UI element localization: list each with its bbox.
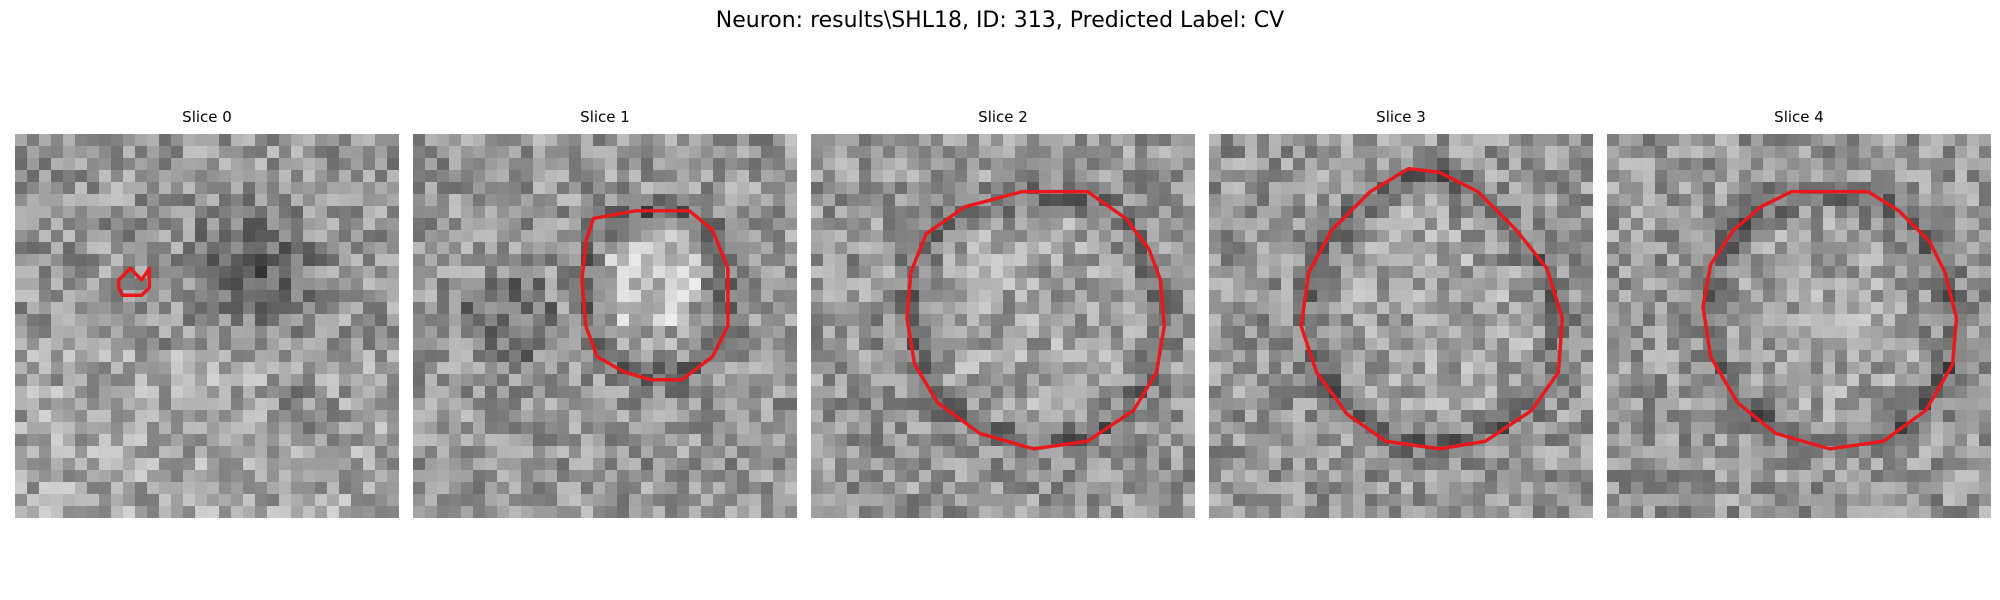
- pixel-grid-2: [811, 134, 1195, 518]
- pixel-grid-0: [15, 134, 399, 518]
- slice-title-3: Slice 3: [1376, 108, 1426, 126]
- segmentation-outline-0: [116, 266, 152, 298]
- figure-title: Neuron: results\SHL18, ID: 313, Predicte…: [715, 8, 1285, 33]
- segmentation-outline-3: [1299, 166, 1565, 451]
- slice-image-2: [811, 134, 1195, 518]
- slice-image-3: [1209, 134, 1593, 518]
- pixel-grid-3: [1209, 134, 1593, 518]
- slice-title-4: Slice 4: [1774, 108, 1824, 126]
- segmentation-outline-1: [580, 209, 730, 382]
- segmentation-outline-2: [905, 189, 1167, 451]
- slice-image-0: [15, 134, 399, 518]
- slice-image-1: [413, 134, 797, 518]
- slice-image-4: [1607, 134, 1991, 518]
- segmentation-outline-4: [1701, 189, 1959, 451]
- slice-title-1: Slice 1: [580, 108, 630, 126]
- slice-title-0: Slice 0: [182, 108, 232, 126]
- slice-title-2: Slice 2: [978, 108, 1028, 126]
- pixel-grid-1: [413, 134, 797, 518]
